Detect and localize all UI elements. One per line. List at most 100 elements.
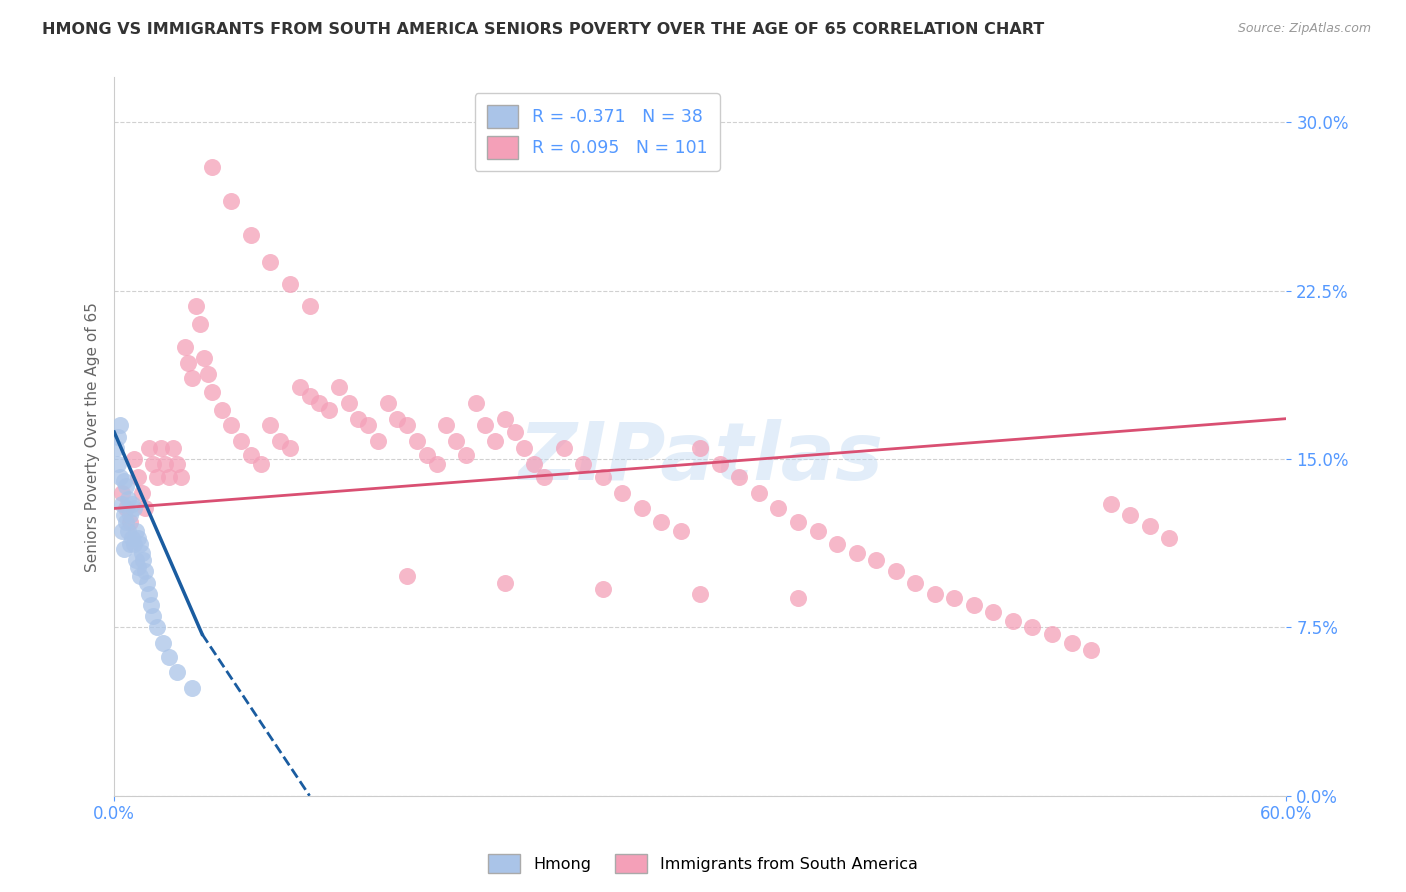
Point	[181, 371, 204, 385]
Point	[122, 452, 145, 467]
Point	[396, 418, 419, 433]
Point	[650, 515, 672, 529]
Point	[278, 277, 301, 291]
Point	[111, 485, 134, 500]
Point	[125, 524, 148, 538]
Point	[125, 553, 148, 567]
Point	[434, 418, 457, 433]
Point	[269, 434, 291, 448]
Point	[121, 531, 143, 545]
Point	[169, 470, 191, 484]
Point	[118, 508, 141, 523]
Point	[186, 300, 208, 314]
Point	[503, 425, 526, 439]
Point	[118, 537, 141, 551]
Point	[288, 380, 311, 394]
Point	[201, 384, 224, 399]
Text: ZIPatlas: ZIPatlas	[517, 419, 883, 497]
Point	[117, 492, 139, 507]
Point	[131, 546, 153, 560]
Point	[134, 501, 156, 516]
Point	[152, 636, 174, 650]
Point	[112, 475, 135, 489]
Point	[787, 515, 810, 529]
Point	[328, 380, 350, 394]
Point	[308, 396, 330, 410]
Point	[231, 434, 253, 448]
Point	[138, 441, 160, 455]
Point	[1119, 508, 1142, 523]
Point	[108, 470, 131, 484]
Point	[318, 402, 340, 417]
Point	[523, 457, 546, 471]
Point	[406, 434, 429, 448]
Point	[118, 515, 141, 529]
Point	[904, 575, 927, 590]
Point	[825, 537, 848, 551]
Point	[533, 470, 555, 484]
Point	[592, 470, 614, 484]
Point	[136, 575, 159, 590]
Point	[396, 568, 419, 582]
Point	[121, 497, 143, 511]
Point	[474, 418, 496, 433]
Point	[107, 429, 129, 443]
Point	[337, 396, 360, 410]
Point	[884, 564, 907, 578]
Text: Source: ZipAtlas.com: Source: ZipAtlas.com	[1237, 22, 1371, 36]
Point	[943, 591, 966, 606]
Point	[709, 457, 731, 471]
Point	[115, 479, 138, 493]
Point	[924, 587, 946, 601]
Point	[259, 254, 281, 268]
Point	[127, 470, 149, 484]
Point	[347, 411, 370, 425]
Point	[127, 531, 149, 545]
Point	[105, 441, 128, 455]
Point	[221, 194, 243, 208]
Point	[117, 524, 139, 538]
Point	[201, 160, 224, 174]
Point	[188, 318, 211, 332]
Point	[387, 411, 409, 425]
Point	[689, 441, 711, 455]
Point	[146, 620, 169, 634]
Point	[112, 541, 135, 556]
Point	[1021, 620, 1043, 634]
Text: HMONG VS IMMIGRANTS FROM SOUTH AMERICA SENIORS POVERTY OVER THE AGE OF 65 CORREL: HMONG VS IMMIGRANTS FROM SOUTH AMERICA S…	[42, 22, 1045, 37]
Point	[630, 501, 652, 516]
Point	[177, 355, 200, 369]
Point	[132, 553, 155, 567]
Legend: R = -0.371   N = 38, R = 0.095   N = 101: R = -0.371 N = 38, R = 0.095 N = 101	[475, 94, 720, 171]
Point	[298, 389, 321, 403]
Point	[484, 434, 506, 448]
Point	[138, 587, 160, 601]
Point	[112, 508, 135, 523]
Point	[983, 605, 1005, 619]
Point	[131, 485, 153, 500]
Point	[553, 441, 575, 455]
Point	[157, 470, 180, 484]
Point	[278, 441, 301, 455]
Point	[249, 457, 271, 471]
Point	[239, 227, 262, 242]
Point	[806, 524, 828, 538]
Point	[454, 448, 477, 462]
Point	[1001, 614, 1024, 628]
Point	[963, 598, 986, 612]
Point	[298, 300, 321, 314]
Point	[111, 524, 134, 538]
Point	[142, 457, 165, 471]
Point	[1159, 531, 1181, 545]
Point	[416, 448, 439, 462]
Point	[787, 591, 810, 606]
Point	[107, 457, 129, 471]
Point	[153, 457, 176, 471]
Point	[239, 448, 262, 462]
Point	[377, 396, 399, 410]
Point	[357, 418, 380, 433]
Point	[592, 582, 614, 597]
Point	[146, 470, 169, 484]
Point	[612, 485, 634, 500]
Point	[768, 501, 790, 516]
